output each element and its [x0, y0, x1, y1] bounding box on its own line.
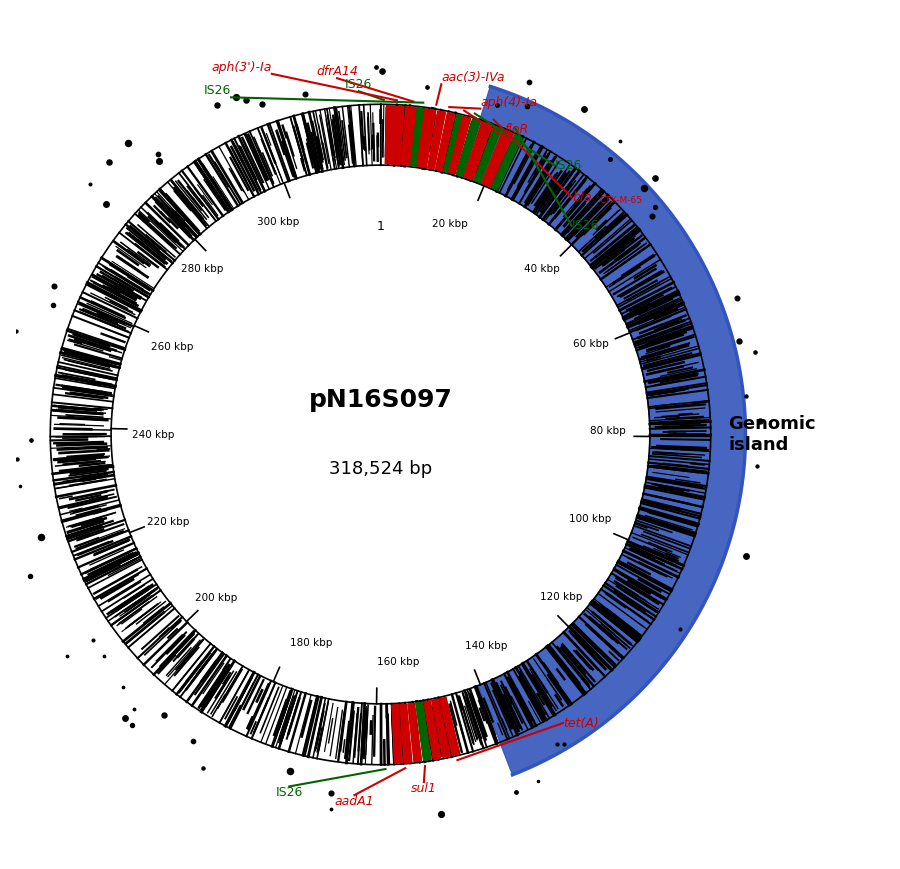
Text: 120 kbp: 120 kbp	[540, 593, 582, 602]
Text: 280 kbp: 280 kbp	[181, 264, 223, 275]
Text: dfrA14: dfrA14	[316, 65, 358, 78]
Text: pN16S097: pN16S097	[309, 388, 453, 412]
Text: CTX-M-65: CTX-M-65	[599, 196, 643, 205]
Text: tet(A): tet(A)	[563, 717, 598, 729]
Text: IS26: IS26	[275, 786, 303, 799]
Text: 100 kbp: 100 kbp	[569, 514, 611, 523]
Text: Genomic
island: Genomic island	[728, 415, 815, 454]
Text: 80 kbp: 80 kbp	[590, 426, 626, 436]
Text: sul1: sul1	[411, 782, 436, 795]
Text: 240 kbp: 240 kbp	[131, 429, 174, 440]
Text: 318,524 bp: 318,524 bp	[328, 461, 432, 478]
Text: 180 kbp: 180 kbp	[290, 639, 332, 648]
Text: 140 kbp: 140 kbp	[465, 641, 508, 651]
Polygon shape	[462, 86, 745, 775]
Text: $bla$: $bla$	[572, 190, 592, 204]
Text: IS26: IS26	[345, 78, 373, 91]
Text: aac(3)-IVa: aac(3)-IVa	[441, 71, 505, 84]
Text: 20 kbp: 20 kbp	[432, 219, 468, 229]
Text: aadA1: aadA1	[335, 795, 374, 808]
Text: 60 kbp: 60 kbp	[573, 339, 609, 348]
Text: aph(4)-Ia: aph(4)-Ia	[481, 96, 537, 109]
Text: 1: 1	[376, 220, 384, 233]
Text: 40 kbp: 40 kbp	[524, 264, 560, 274]
Text: floR: floR	[504, 123, 528, 136]
Text: aph(3')-Ia: aph(3')-Ia	[212, 61, 272, 74]
Text: IS26: IS26	[554, 159, 581, 171]
Text: IS26: IS26	[572, 220, 599, 232]
Text: IS26: IS26	[203, 84, 231, 97]
Text: 220 kbp: 220 kbp	[148, 517, 190, 527]
Text: 260 kbp: 260 kbp	[151, 342, 194, 353]
Text: 200 kbp: 200 kbp	[195, 593, 238, 602]
Text: 160 kbp: 160 kbp	[377, 657, 419, 667]
Text: 300 kbp: 300 kbp	[256, 217, 299, 227]
